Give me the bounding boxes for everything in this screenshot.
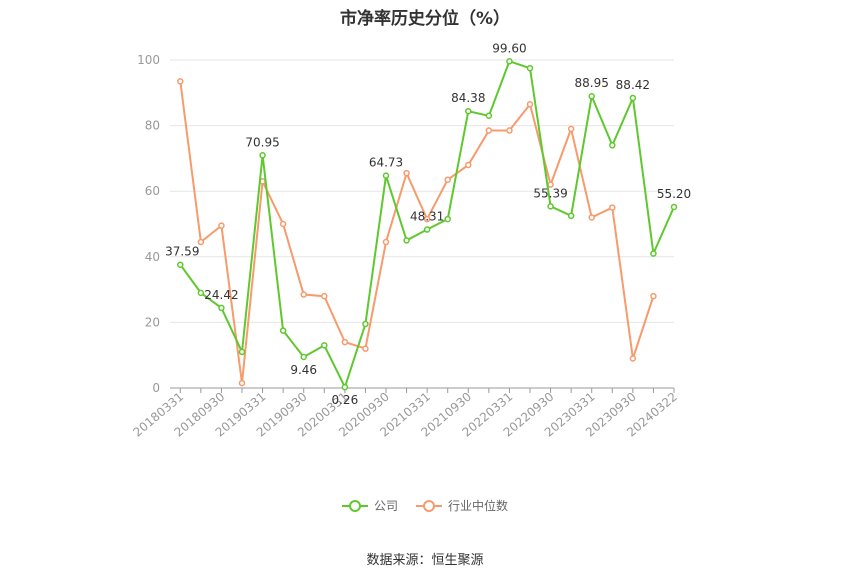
chart-title: 市净率历史分位（%）	[339, 9, 511, 29]
legend-line-circle-icon	[341, 499, 368, 512]
legend-circle	[423, 499, 435, 512]
legend-label-company: 公司	[373, 499, 398, 513]
data-point	[362, 320, 369, 328]
legend-item-company[interactable]: 公司	[341, 497, 398, 514]
data-point	[177, 261, 184, 268]
data-point	[609, 142, 616, 149]
data-point	[526, 101, 534, 108]
data-point	[423, 226, 431, 233]
data-point	[279, 220, 287, 228]
data-point	[444, 176, 451, 183]
y-tick-label: 0	[152, 381, 160, 395]
data-point	[485, 112, 493, 120]
data-point	[588, 214, 595, 221]
data-point	[650, 292, 657, 300]
data-label: 70.95	[245, 135, 279, 149]
data-point	[465, 161, 472, 169]
y-tick-label: 60	[145, 184, 160, 198]
data-label: 88.95	[575, 76, 609, 90]
data-point	[526, 64, 534, 72]
data-point	[444, 215, 451, 223]
data-point	[341, 338, 349, 346]
data-point	[321, 342, 328, 349]
data-point	[629, 94, 637, 102]
data-point	[238, 379, 246, 387]
data-point	[177, 78, 184, 85]
legend-line-circle-icon	[416, 499, 442, 512]
data-point	[279, 327, 287, 334]
data-point	[197, 289, 205, 297]
data-point	[670, 203, 678, 211]
legend: 公司 行业中位数	[0, 497, 850, 514]
data-label: 48.31	[410, 210, 444, 224]
data-source-note: 数据来源：恒生聚源	[366, 553, 484, 568]
legend-label-industry-median: 行业中位数	[448, 499, 509, 513]
data-point	[506, 127, 513, 134]
y-tick-label: 100	[137, 53, 160, 67]
data-label: 64.73	[369, 156, 403, 170]
data-point	[423, 215, 431, 223]
y-tick-label: 80	[145, 119, 160, 133]
data-label: 84.38	[451, 91, 485, 105]
series-line	[179, 81, 655, 384]
y-tick-label: 20	[145, 315, 160, 329]
data-point	[567, 125, 575, 133]
data-label: 0.26	[331, 393, 358, 407]
data-label: 37.59	[165, 245, 199, 259]
data-point	[485, 127, 493, 134]
data-label: 99.60	[492, 41, 526, 55]
data-point	[609, 204, 616, 211]
data-point	[382, 238, 390, 246]
legend-item-industry-median[interactable]: 行业中位数	[416, 497, 508, 514]
y-tick-label: 40	[145, 250, 160, 264]
data-point	[629, 355, 637, 362]
data-point	[547, 203, 554, 210]
data-point	[588, 92, 595, 100]
data-point	[506, 58, 513, 65]
data-point	[341, 383, 349, 391]
data-point	[300, 291, 307, 298]
data-point	[403, 169, 410, 177]
data-point	[197, 238, 205, 246]
data-label: 55.20	[657, 187, 691, 201]
data-point	[465, 107, 472, 115]
data-label: 88.42	[616, 78, 650, 92]
data-point	[403, 237, 410, 244]
data-point	[321, 292, 328, 300]
legend-circle	[348, 499, 361, 512]
data-point	[382, 172, 390, 179]
data-point	[362, 345, 369, 352]
data-point	[650, 250, 657, 257]
data-point	[218, 222, 225, 229]
data-point	[238, 348, 246, 356]
series-line	[179, 60, 675, 390]
data-point	[300, 353, 307, 361]
data-point	[218, 304, 225, 312]
data-point	[259, 152, 266, 159]
data-label: 24.42	[204, 288, 238, 302]
data-point	[567, 212, 575, 220]
data-label: 9.46	[290, 363, 317, 377]
data-label: 55.39	[533, 186, 567, 200]
